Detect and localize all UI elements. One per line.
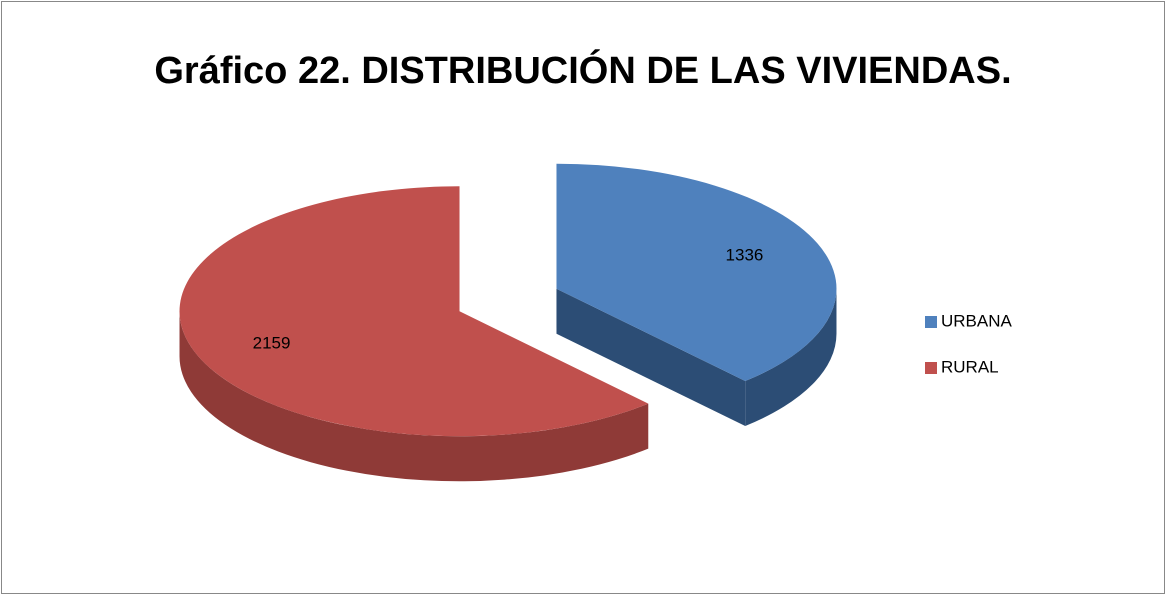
slice xyxy=(556,163,837,382)
slice-side xyxy=(556,288,746,427)
legend-label: URBANA xyxy=(941,311,1013,330)
data-label: 1336 xyxy=(726,246,764,265)
legend-swatch xyxy=(925,316,937,328)
slice xyxy=(179,186,649,437)
chart-title: Gráfico 22. DISTRIBUCIÓN DE LAS VIVIENDA… xyxy=(154,48,1011,92)
data-label: 2159 xyxy=(253,333,291,352)
slice-wall xyxy=(179,311,649,482)
legend-swatch xyxy=(925,362,937,374)
legend-label: RURAL xyxy=(941,357,999,376)
slice-wall xyxy=(745,288,837,427)
